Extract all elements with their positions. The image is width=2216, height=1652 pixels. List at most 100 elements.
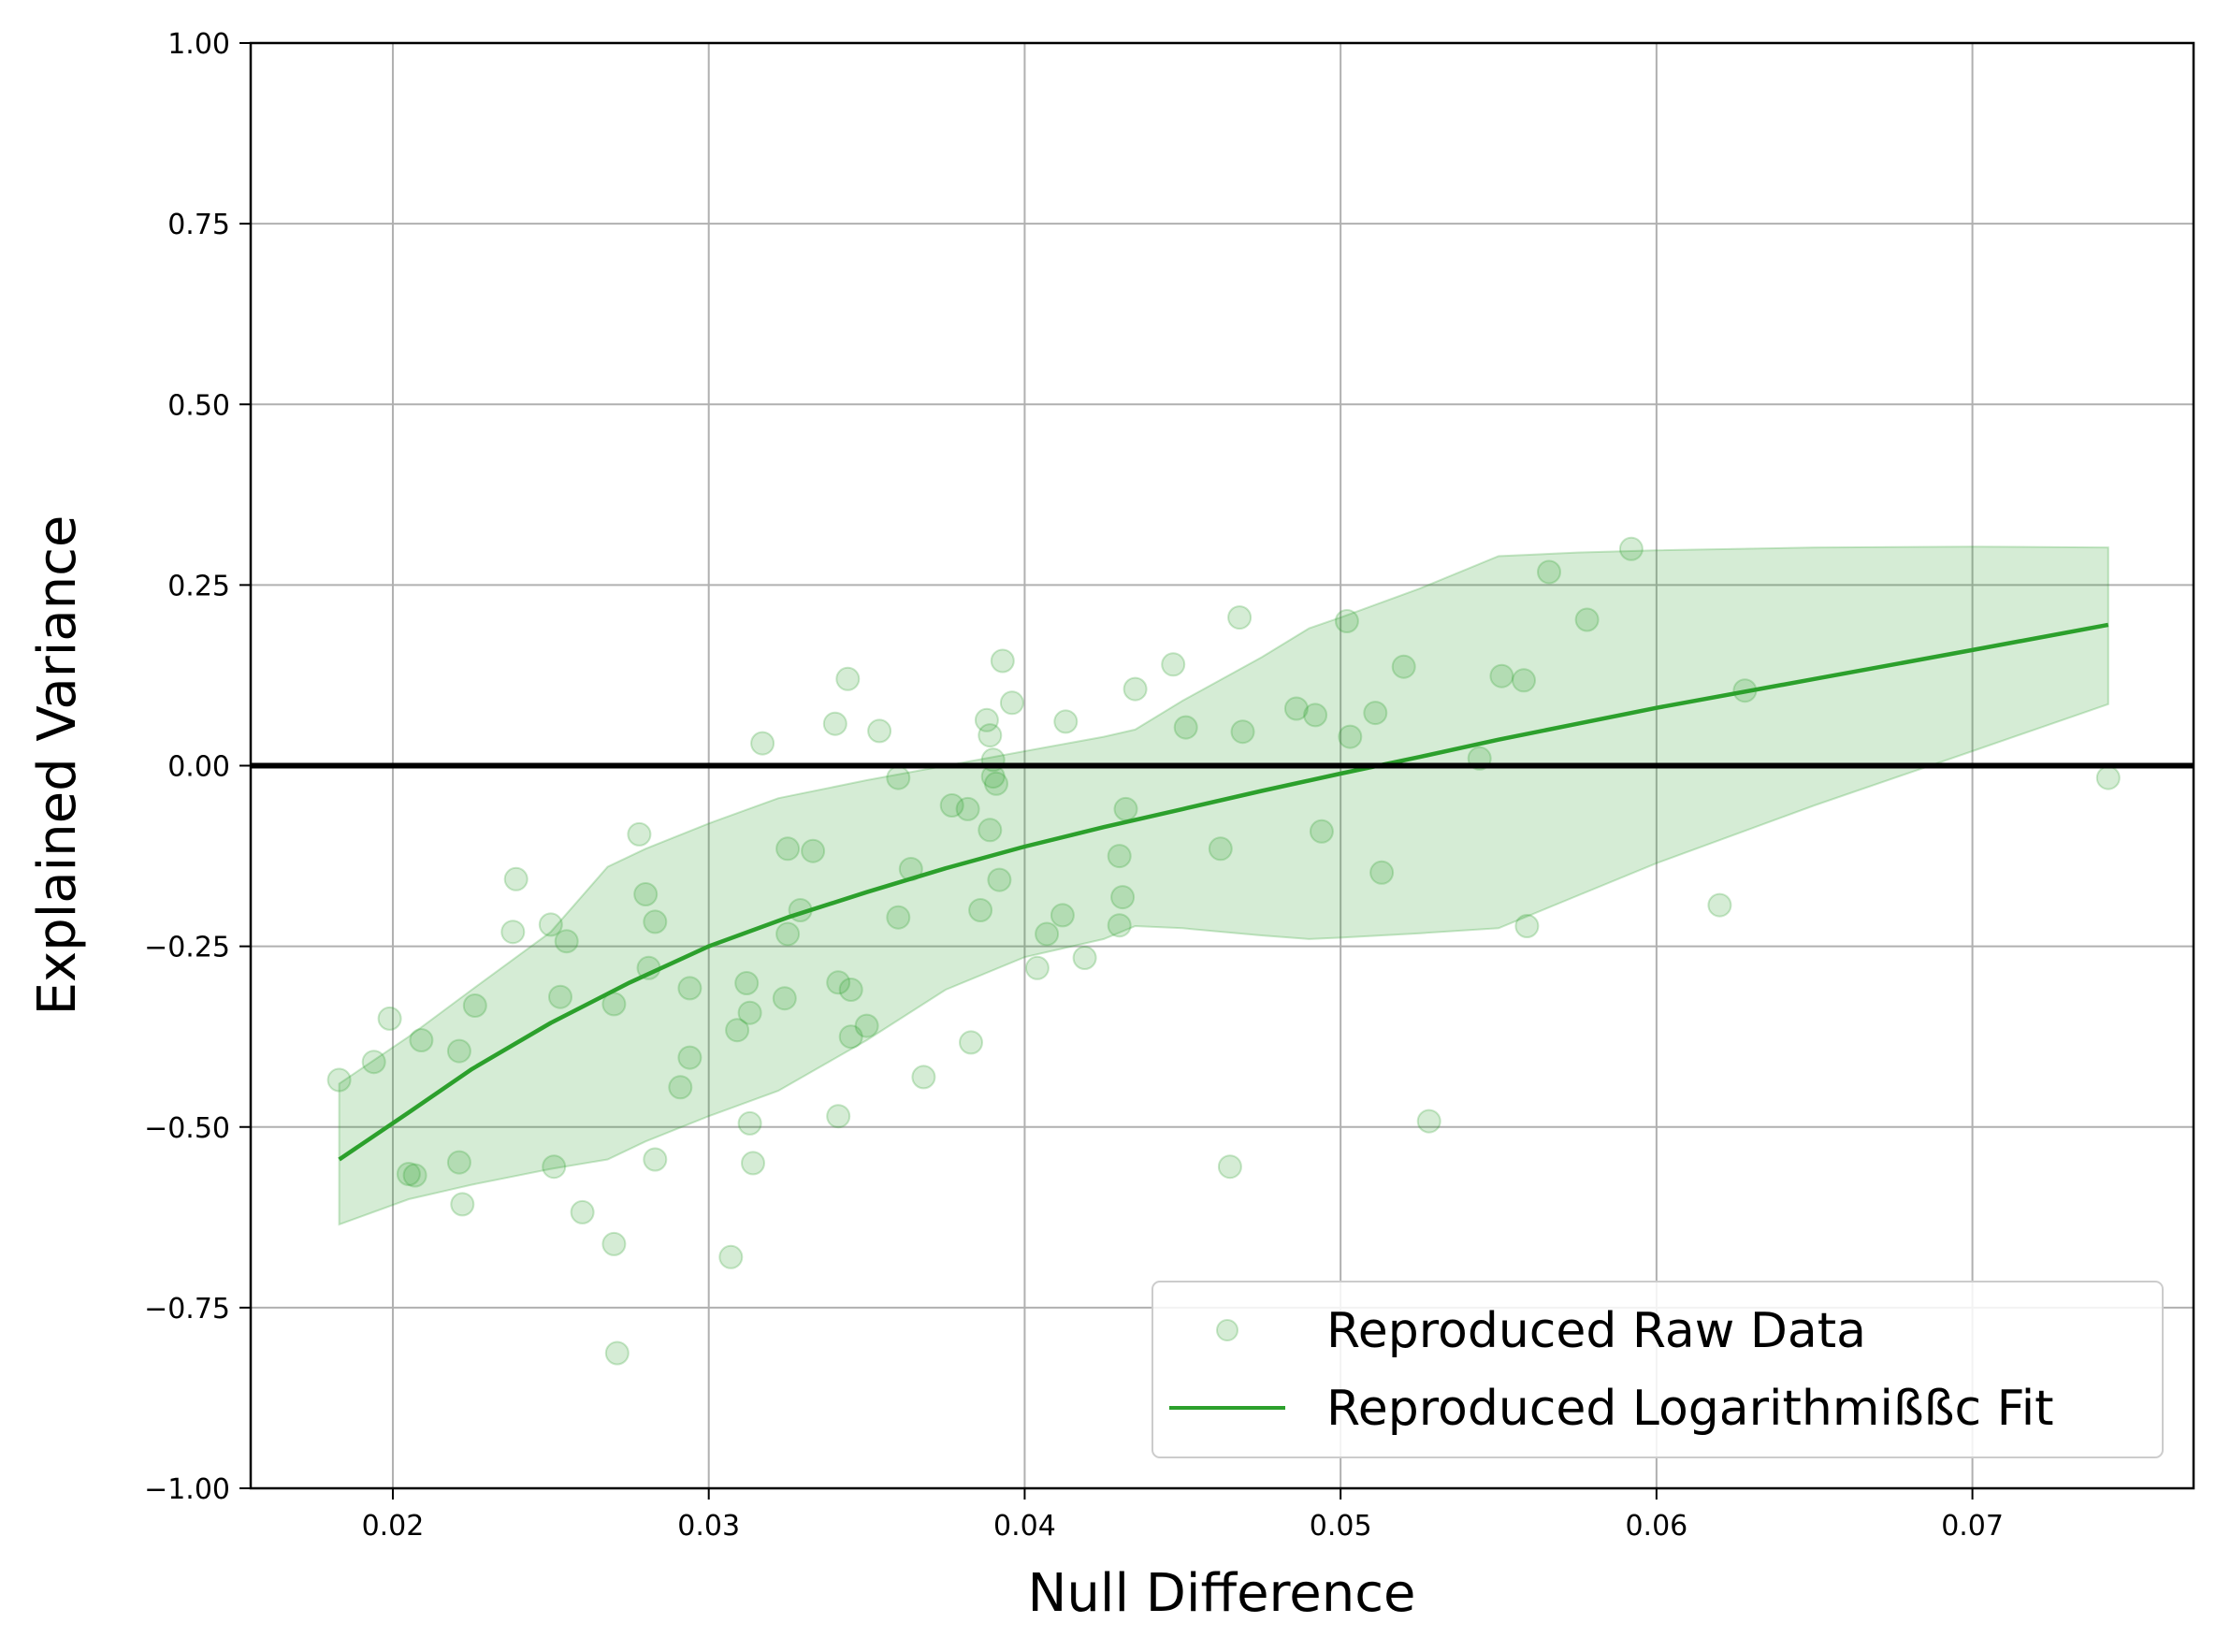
scatter-point (978, 818, 1003, 843)
scatter-point (886, 765, 911, 790)
scatter-point (1416, 1109, 1441, 1134)
scatter-point (542, 1154, 567, 1180)
scatter-point (1161, 652, 1186, 677)
scatter-point (822, 711, 847, 736)
scatter-point (1514, 914, 1540, 938)
scatter-point (668, 1075, 693, 1100)
scatter-point (741, 1151, 765, 1176)
scatter-point (1173, 715, 1198, 740)
legend-box (1151, 1281, 2164, 1458)
scatter-point (1230, 719, 1255, 745)
scatter-point (446, 1038, 471, 1064)
scatter-point (1537, 559, 1561, 585)
legend: Reproduced Raw Data Reproduced Logarithm… (1151, 1281, 2164, 1458)
scatter-point (462, 993, 487, 1018)
scatter-point (377, 1006, 402, 1031)
scatter-point (999, 690, 1024, 716)
scatter-point (990, 648, 1015, 674)
y-axis-title: Explained Variance (27, 515, 88, 1016)
scatter-point (826, 1104, 851, 1129)
scatter-point (1110, 885, 1136, 910)
legend-scatter-marker (1216, 1319, 1238, 1341)
scatter-point (1035, 921, 1060, 947)
confidence-band (338, 545, 2109, 1226)
y-tick-label: −1.00 (144, 1473, 230, 1506)
x-tick-label: 0.07 (1941, 1510, 2004, 1543)
scatter-point (446, 1150, 471, 1175)
fit-line (338, 622, 2109, 1162)
scatter-point (987, 867, 1012, 892)
scatter-point (1303, 703, 1328, 728)
scatter-point (725, 1018, 750, 1043)
y-ticks: 1.00 0.75 0.50 0.25 0.00 −0.25 −0.50 −0.75 −1.00 (144, 28, 251, 1506)
scatter-point (1283, 696, 1309, 721)
scatter-point (677, 1045, 702, 1070)
scatter-point (1053, 709, 1079, 734)
y-tick-label: −0.25 (144, 932, 230, 964)
scatter-point (1574, 607, 1600, 632)
scatter-point (734, 971, 760, 995)
scatter-point (886, 905, 911, 930)
scatter-point (604, 1340, 630, 1366)
scatter-points (326, 536, 2121, 1366)
scatter-point (968, 898, 993, 922)
confidence-band-layer (338, 545, 2109, 1226)
scatter-point (826, 970, 851, 995)
scatter-point (450, 1192, 475, 1217)
scatter-point (361, 1050, 386, 1075)
scatter-point (1369, 860, 1395, 885)
scatter-point (643, 1147, 668, 1172)
y-tick-label: 0.75 (167, 209, 230, 241)
scatter-point (1707, 892, 1732, 918)
scatter-point (772, 986, 797, 1011)
scatter-point (1489, 663, 1514, 688)
scatter-point (402, 1163, 427, 1188)
scatter-point (1113, 796, 1138, 821)
scatter-point (955, 796, 980, 821)
scatter-point (570, 1199, 595, 1225)
scatter-point (718, 1244, 744, 1269)
scatter-point (801, 838, 826, 863)
scatter-point (677, 976, 702, 1001)
x-tick-label: 0.05 (1310, 1510, 1372, 1543)
scatter-point (1208, 836, 1233, 862)
y-tick-label: 0.50 (167, 389, 230, 422)
scatter-point (984, 771, 1008, 796)
scatter-point (643, 909, 668, 935)
scatter-point (601, 1231, 627, 1256)
y-tick-label: 0.25 (167, 570, 230, 602)
scatter-point (867, 718, 892, 744)
scatter-point (939, 793, 964, 818)
scatter-point (1217, 1154, 1242, 1180)
scatter-point (627, 821, 652, 847)
scatter-point (775, 836, 801, 862)
scatter-point (838, 978, 863, 1002)
scatter-point (1024, 955, 1050, 980)
scatter-point (911, 1065, 936, 1090)
scatter-point (396, 1162, 421, 1186)
x-axis-title: Null Difference (1028, 1563, 1416, 1624)
scatter-point (854, 1013, 879, 1038)
scatter-point (959, 1030, 983, 1055)
scatter-point (1363, 701, 1388, 726)
x-tick-label: 0.04 (993, 1510, 1056, 1543)
scatter-point (554, 929, 579, 954)
scatter-point (1338, 724, 1363, 749)
legend-label-raw-data: Reproduced Raw Data (1326, 1303, 1866, 1359)
scatter-point (1391, 654, 1416, 679)
scatter-point (1107, 844, 1132, 869)
scatter-point (633, 882, 659, 906)
scatter-point (737, 1000, 762, 1025)
scatter-point (1618, 536, 1644, 561)
scatter-point (1334, 609, 1359, 633)
fit-line-layer (338, 622, 2109, 1162)
scatter-point (750, 731, 775, 756)
scatter-point (1227, 605, 1253, 630)
scatter-point (775, 921, 801, 947)
x-tick-label: 0.02 (362, 1510, 425, 1543)
x-tick-label: 0.06 (1625, 1510, 1687, 1543)
scatter-point (409, 1028, 434, 1052)
scatter-point (500, 920, 526, 945)
scatter-point (835, 666, 861, 691)
